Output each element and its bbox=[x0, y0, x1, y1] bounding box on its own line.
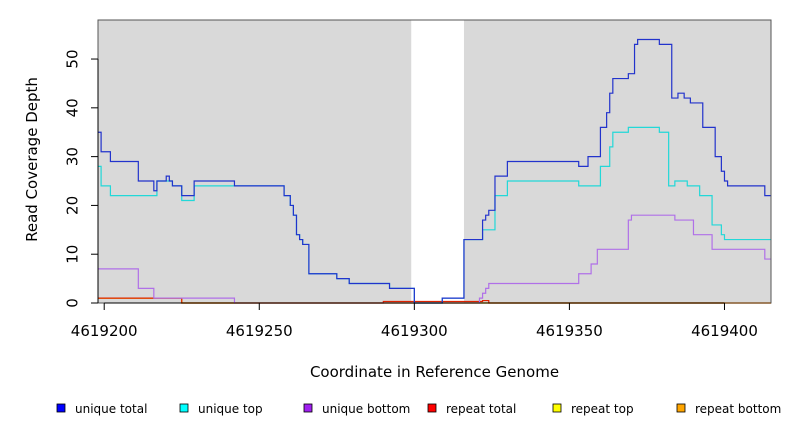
legend-item: unique top bbox=[179, 402, 263, 416]
legend-label: repeat bottom bbox=[695, 402, 781, 416]
legend-label: repeat total bbox=[446, 402, 516, 416]
legend-label: unique top bbox=[198, 402, 263, 416]
x-tick-label: 4619300 bbox=[381, 322, 448, 340]
y-tick-label: 50 bbox=[63, 49, 81, 68]
legend-swatch bbox=[676, 403, 686, 413]
x-tick-label: 4619350 bbox=[536, 322, 603, 340]
shaded-region bbox=[98, 20, 412, 303]
legend-swatch bbox=[552, 403, 562, 413]
series-line-unique-total bbox=[98, 38, 771, 304]
x-tick-label: 4619400 bbox=[691, 322, 758, 340]
legend-item: repeat top bbox=[552, 402, 634, 416]
series-line-unique-bottom bbox=[98, 214, 771, 304]
x-tick-label: 4619200 bbox=[71, 322, 138, 340]
legend-label: unique total bbox=[75, 402, 147, 416]
y-tick-label: 30 bbox=[63, 147, 81, 166]
y-tick-label: 10 bbox=[63, 245, 81, 264]
y-axis-label: Read Coverage Depth bbox=[23, 77, 41, 242]
legend-swatch bbox=[427, 403, 437, 413]
legend: unique total unique top unique bottom repea… bbox=[56, 402, 781, 416]
legend-label: unique bottom bbox=[322, 402, 410, 416]
y-tick-label: 40 bbox=[63, 98, 81, 117]
legend-swatch bbox=[303, 403, 313, 413]
legend-item: unique bottom bbox=[303, 402, 410, 416]
x-tick-label: 4619250 bbox=[226, 322, 293, 340]
legend-swatch bbox=[56, 403, 66, 413]
x-axis-label: Coordinate in Reference Genome bbox=[310, 363, 559, 381]
legend-item: repeat total bbox=[427, 402, 516, 416]
y-tick-label: 20 bbox=[63, 196, 81, 215]
legend-item: unique total bbox=[56, 402, 147, 416]
legend-swatch bbox=[179, 403, 189, 413]
y-tick-label: 0 bbox=[63, 298, 81, 308]
legend-item: repeat bottom bbox=[676, 402, 781, 416]
legend-label: repeat top bbox=[571, 402, 634, 416]
